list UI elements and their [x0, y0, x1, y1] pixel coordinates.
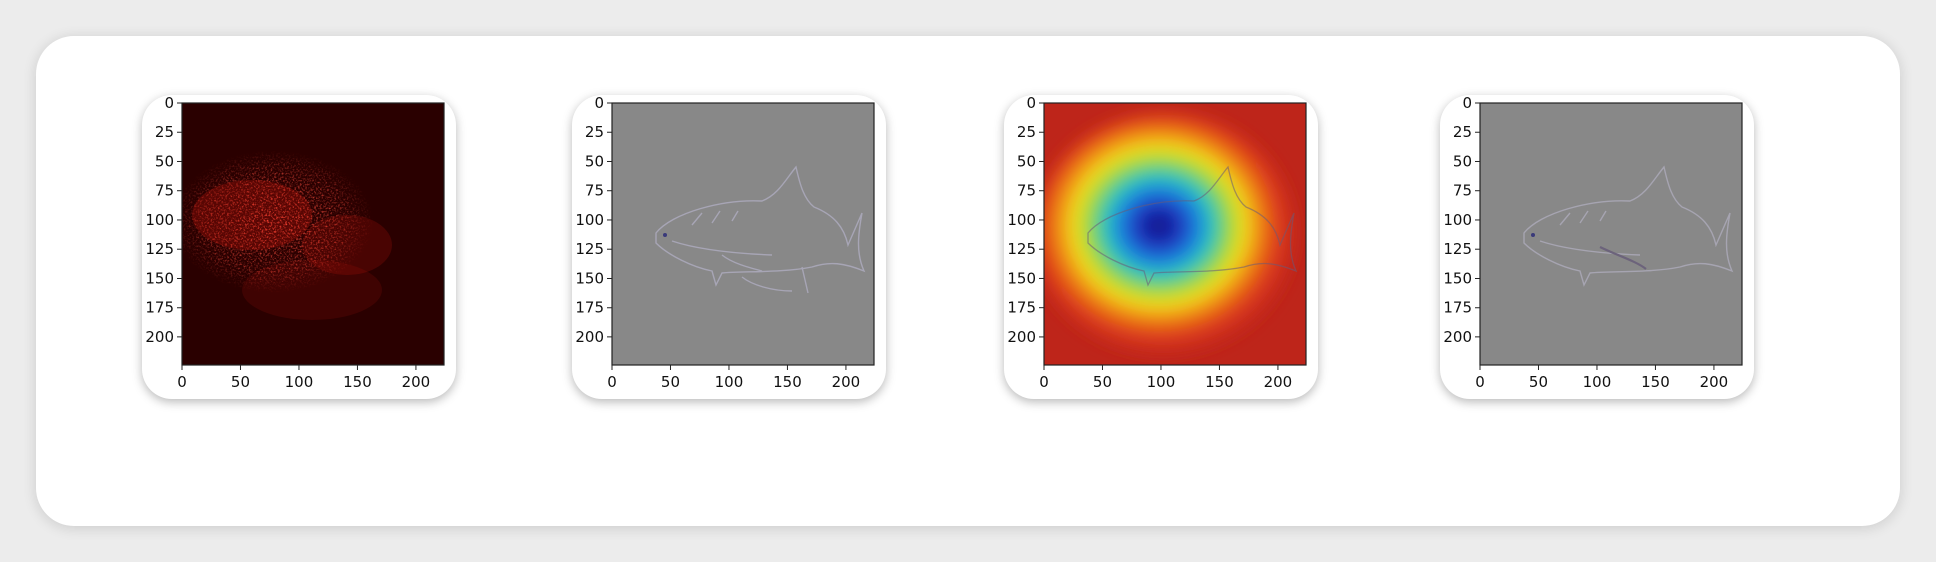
- y-tick-label: 25: [155, 123, 174, 141]
- x-tick-label: 50: [1529, 373, 1548, 391]
- x-tick-label: 150: [1641, 373, 1670, 391]
- x-tick-label: 0: [1039, 373, 1049, 391]
- x-tick-label: 200: [1700, 373, 1729, 391]
- y-tick-label: 150: [1443, 269, 1472, 287]
- x-axis: 0 50 100 150 200: [607, 365, 860, 391]
- x-tick-label: 100: [285, 373, 314, 391]
- y-tick-label: 175: [1443, 299, 1472, 317]
- y-tick-label: 25: [585, 123, 604, 141]
- y-tick-label: 0: [1462, 95, 1472, 112]
- y-tick-label: 150: [1007, 269, 1036, 287]
- y-tick-label: 50: [1017, 152, 1036, 170]
- panel-guided-backprop: 0 25 50 75 100 125 150 175 200 0 50 100 150 200: [572, 95, 886, 399]
- gray-field: [612, 103, 874, 365]
- guided-backprop-plot: 0 25 50 75 100 125 150 175 200 0 50 100 150 200: [575, 95, 875, 391]
- y-tick-label: 200: [145, 328, 174, 346]
- x-tick-label: 150: [773, 373, 802, 391]
- x-tick-label: 150: [1205, 373, 1234, 391]
- figure-card: 0 25 50 75 100 125 150 175 200 0 50 100 150 200 0 25 5…: [36, 36, 1900, 526]
- y-tick-label: 200: [1443, 328, 1472, 346]
- y-tick-label: 0: [164, 95, 174, 112]
- x-tick-label: 200: [1264, 373, 1293, 391]
- x-tick-label: 100: [1583, 373, 1612, 391]
- x-tick-label: 200: [832, 373, 861, 391]
- shark-icon: [1523, 165, 1734, 287]
- y-tick-label: 100: [145, 211, 174, 229]
- x-axis: 0 50 100 150 200: [1475, 365, 1728, 391]
- y-tick-label: 0: [1026, 95, 1036, 112]
- y-tick-label: 100: [1443, 211, 1472, 229]
- y-tick-label: 25: [1017, 123, 1036, 141]
- y-axis: 0 25 50 75 100 125 150 175 200: [575, 95, 612, 346]
- panel-grad-cam-overlay: 0 25 50 75 100 125 150 175 200 0 50 100 150 200: [1004, 95, 1318, 399]
- y-tick-label: 75: [585, 182, 604, 200]
- y-tick-label: 50: [1453, 152, 1472, 170]
- x-tick-label: 0: [1475, 373, 1485, 391]
- y-tick-label: 50: [155, 152, 174, 170]
- y-tick-label: 150: [145, 269, 174, 287]
- y-tick-label: 200: [1007, 328, 1036, 346]
- x-tick-label: 0: [177, 373, 187, 391]
- y-tick-label: 0: [594, 95, 604, 112]
- y-tick-label: 75: [155, 182, 174, 200]
- x-tick-label: 100: [715, 373, 744, 391]
- y-tick-label: 175: [145, 299, 174, 317]
- gray-field: [1480, 103, 1742, 365]
- x-tick-label: 50: [1093, 373, 1112, 391]
- y-tick-label: 125: [1443, 240, 1472, 258]
- y-tick-label: 50: [585, 152, 604, 170]
- y-axis: 0 25 50 75 100 125 150 175 200: [145, 95, 182, 346]
- grad-cam-plot: 0 25 50 75 100 125 150 175 200 0 50 100 150 200: [1007, 95, 1307, 391]
- x-tick-label: 50: [661, 373, 680, 391]
- y-tick-label: 25: [1453, 123, 1472, 141]
- y-tick-label: 75: [1017, 182, 1036, 200]
- saliency-hotspots: [182, 140, 412, 310]
- guided-grad-cam-plot: 0 25 50 75 100 125 150 175 200 0 50 100 150 200: [1443, 95, 1743, 391]
- x-tick-label: 0: [607, 373, 617, 391]
- x-axis: 0 50 100 150 200: [1039, 365, 1292, 391]
- y-axis: 0 25 50 75 100 125 150 175 200: [1443, 95, 1480, 346]
- x-tick-label: 100: [1147, 373, 1176, 391]
- y-tick-label: 100: [575, 211, 604, 229]
- y-tick-label: 175: [1007, 299, 1036, 317]
- y-tick-label: 100: [1007, 211, 1036, 229]
- x-tick-label: 200: [402, 373, 431, 391]
- y-tick-label: 200: [575, 328, 604, 346]
- y-tick-label: 150: [575, 269, 604, 287]
- saliency-plot: 0 25 50 75 100 125 150 175 200 0 50 100 150 200: [145, 95, 445, 391]
- y-tick-label: 125: [575, 240, 604, 258]
- shark-icon: [655, 165, 866, 294]
- panel-guided-grad-cam: 0 25 50 75 100 125 150 175 200 0 50 100 150 200: [1440, 95, 1754, 399]
- y-tick-label: 125: [1007, 240, 1036, 258]
- y-tick-label: 75: [1453, 182, 1472, 200]
- x-tick-label: 50: [231, 373, 250, 391]
- y-axis: 0 25 50 75 100 125 150 175 200: [1007, 95, 1044, 346]
- y-tick-label: 125: [145, 240, 174, 258]
- panel-saliency-map: 0 25 50 75 100 125 150 175 200 0 50 100 150 200: [142, 95, 456, 399]
- x-tick-label: 150: [343, 373, 372, 391]
- x-axis: 0 50 100 150 200: [177, 365, 430, 391]
- y-tick-label: 175: [575, 299, 604, 317]
- heatmap-blob: [1044, 113, 1294, 353]
